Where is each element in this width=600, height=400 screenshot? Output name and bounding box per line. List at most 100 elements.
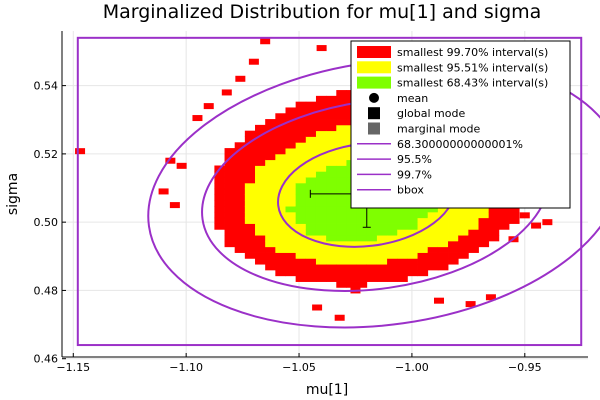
region-cell-505 [397,264,408,271]
region-cell-261 [315,142,327,149]
region-cell-638 [437,223,449,230]
region-cell-542 [407,235,418,242]
region-cell-410 [366,240,378,248]
region-cell-152 [285,240,297,248]
region-cell-249 [315,211,327,219]
region-cell-192 [295,182,307,190]
region-cell-750 [478,206,490,213]
region-cell-478 [387,229,398,236]
region-cell-307 [336,252,347,259]
region-cell-76 [255,217,266,224]
region-cell-746 [478,229,490,236]
region-cell-131 [275,200,286,207]
region-cell-442 [376,246,388,253]
region-cell-37 [234,194,246,201]
region-cell-185 [295,223,307,230]
region-cell-695 [458,223,469,230]
region-cell-144 [275,124,286,132]
region-cell-771 [488,217,500,224]
region-cell-279 [326,223,337,230]
region-cell-725 [468,206,479,213]
region-cell-291 [326,153,337,161]
region-cell-260 [315,148,327,155]
region-cell-268 [315,101,327,108]
region-cell-377 [356,240,368,248]
region-cell-308 [336,246,347,253]
region-cell-23 [224,171,236,178]
region-cell-200 [295,136,307,143]
region-cell-5 [214,194,225,201]
region-cell-342 [346,246,358,253]
region-cell-287 [326,177,337,184]
legend-label-0: smallest 99.70% interval(s) [397,46,548,59]
region-cell-127 [275,223,286,230]
region-cell-568 [417,269,429,277]
region-cell-0 [214,223,225,230]
region-cell-639 [437,217,449,224]
region-cell-120 [275,264,286,271]
region-cell-218 [305,211,317,219]
region-cell-641 [437,206,449,213]
region-cell-440 [376,258,388,265]
region-cell-544 [407,223,418,230]
region-cell-7 [214,182,225,190]
region-cell-718 [468,246,479,253]
region-cell-42 [234,165,246,172]
region-cell-266 [315,113,327,120]
region-cell-207 [305,275,317,282]
region-cell-4 [214,200,225,207]
region-cell-241 [315,258,327,265]
region-cell-214 [305,235,317,242]
region-cell-513 [397,217,408,224]
region-cell-379 [356,229,368,236]
region-cell-281 [326,211,337,219]
region-cell-246 [315,229,327,236]
region-cell-547 [407,206,418,213]
region-cell-606 [427,229,439,236]
region-cell-2 [214,211,225,219]
region-cell-662 [448,252,459,259]
region-cell-381 [356,217,368,224]
region-cell-130 [275,206,286,213]
region-cell-667 [448,223,459,230]
region-cell-237 [305,101,317,108]
region-cell-206 [295,101,307,108]
region-cell-792 [498,211,510,219]
region-cell-303 [336,275,347,282]
region-cell-92 [255,124,266,132]
legend-marker-3 [369,92,379,103]
region-cell-770 [488,223,500,230]
region-cell-198 [295,148,307,155]
region-cell-216 [305,223,317,230]
region-cell-101 [265,217,276,224]
region-cell-810 [508,211,520,219]
region-cell-441 [376,252,388,259]
region-cell-209 [305,264,317,271]
region-cell-301 [326,95,337,103]
region-cell-285 [326,188,337,195]
region-cell-346 [346,223,358,230]
region-cell-448 [376,211,388,219]
region-cell-213 [305,240,317,248]
region-cell-411 [366,235,378,242]
region-cell-166 [285,159,297,166]
region-cell-579 [417,206,429,213]
region-cell-258 [315,159,327,166]
region-cell-183 [295,235,307,242]
region-cell-117 [265,124,276,132]
region-cell-515 [397,206,408,213]
region-cell-476 [387,240,398,248]
region-cell-66 [244,142,256,149]
region-cell-247 [315,223,327,230]
region-cell-318 [336,188,347,195]
region-cell-78 [255,206,266,213]
bbox-rectangle [76,36,583,347]
region-cell-769 [488,229,500,236]
region-cell-122 [275,252,286,259]
region-cell-632 [437,258,449,265]
x-tick-label-3: −1.00 [395,361,429,374]
region-cell-55 [244,206,256,213]
region-cell-322 [336,165,347,172]
region-cell-313 [336,217,347,224]
outlier-cell-22 [519,212,530,219]
